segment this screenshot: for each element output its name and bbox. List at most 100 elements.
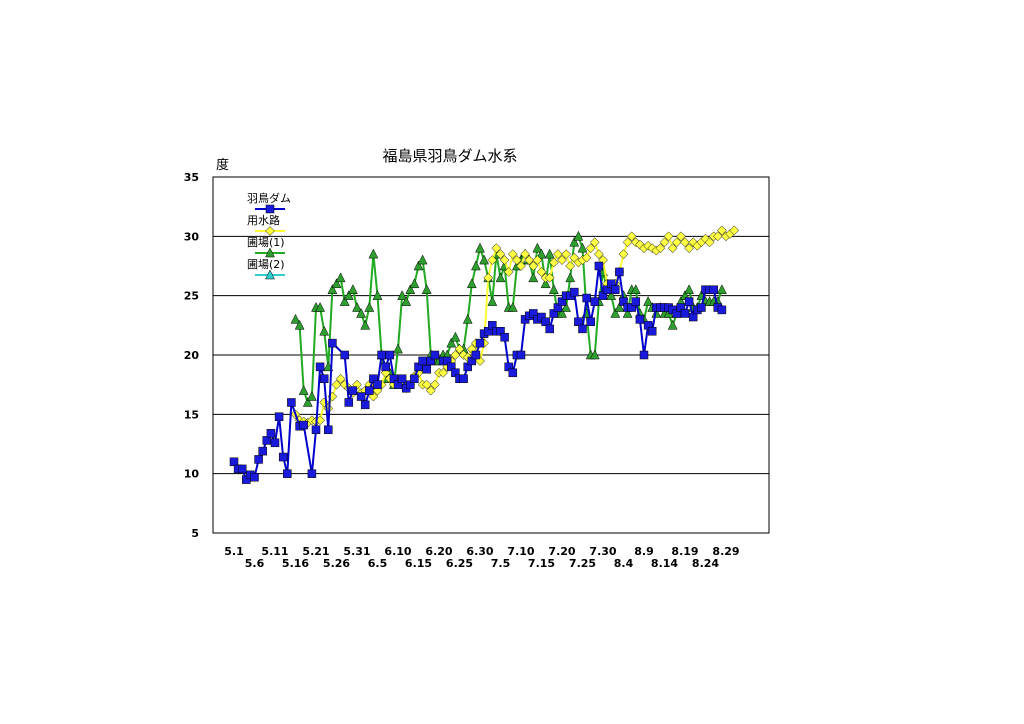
- data-point: [516, 350, 526, 360]
- data-point: [348, 386, 358, 395]
- x-tick-label: 6.15: [405, 557, 432, 570]
- data-point: [425, 385, 436, 396]
- data-point: [717, 305, 727, 315]
- data-point: [643, 296, 654, 306]
- data-point: [319, 325, 330, 336]
- data-point: [586, 317, 595, 327]
- data-point: [331, 278, 342, 289]
- data-point: [262, 436, 272, 445]
- data-point: [590, 297, 600, 306]
- legend-label: 羽鳥ダム: [247, 191, 291, 205]
- data-point: [565, 261, 576, 271]
- legend-marker: [265, 269, 275, 280]
- x-tick-label: 7.5: [491, 557, 511, 570]
- legend-label: 圃場(1): [247, 236, 285, 249]
- y-tick-label: 5: [191, 527, 199, 540]
- data-point: [495, 272, 506, 283]
- data-point: [335, 373, 346, 384]
- data-point: [499, 255, 510, 265]
- y-axis-label: 度: [216, 157, 229, 173]
- data-point: [573, 230, 584, 241]
- x-tick-label: 8.14: [651, 557, 678, 570]
- data-point: [524, 255, 535, 265]
- data-point: [315, 362, 325, 372]
- data-point: [532, 242, 543, 253]
- data-point: [536, 248, 547, 259]
- data-point: [487, 255, 498, 265]
- data-point: [450, 350, 461, 360]
- x-tick-label: 5.26: [323, 557, 350, 570]
- series-layer: [229, 225, 740, 484]
- data-point: [311, 425, 321, 435]
- x-tick-label: 7.25: [569, 557, 596, 570]
- data-point: [570, 287, 579, 297]
- data-point: [450, 331, 461, 342]
- data-point: [540, 278, 551, 289]
- data-point: [589, 349, 600, 360]
- data-point: [331, 379, 342, 390]
- data-point: [417, 254, 428, 265]
- data-point: [704, 237, 715, 248]
- data-point: [548, 284, 559, 294]
- data-point: [385, 350, 395, 360]
- data-point: [512, 255, 522, 265]
- data-point: [237, 464, 247, 474]
- data-point: [671, 237, 682, 248]
- x-tick-label: 8.4: [614, 557, 634, 570]
- data-point: [716, 284, 727, 294]
- y-tick-label: 15: [184, 408, 199, 421]
- data-point: [548, 257, 559, 268]
- data-point: [626, 231, 637, 242]
- y-tick-label: 35: [184, 171, 199, 184]
- data-point: [306, 390, 317, 401]
- data-point: [610, 307, 621, 318]
- data-point: [545, 324, 554, 334]
- data-point: [266, 429, 276, 438]
- data-point: [684, 243, 694, 254]
- data-point: [544, 248, 555, 259]
- data-point: [430, 379, 440, 390]
- legend-label: 圃場(2): [247, 258, 285, 271]
- x-ticks: 5.1 5.11 5.21 5.31 6.10 6.20 6.30 7.10 7.20 7.30 8…: [224, 545, 739, 570]
- series-line: [294, 234, 723, 405]
- data-point: [544, 273, 555, 283]
- data-point: [557, 307, 567, 318]
- data-point: [335, 272, 346, 283]
- data-point: [274, 412, 284, 421]
- data-point: [528, 272, 539, 283]
- data-point: [454, 344, 465, 354]
- data-point: [709, 285, 718, 294]
- data-point: [413, 260, 424, 271]
- data-point: [553, 249, 563, 259]
- series-2: [290, 230, 727, 407]
- plot-area: [212, 176, 770, 534]
- data-point: [659, 237, 670, 248]
- data-point: [631, 297, 641, 306]
- data-point: [421, 284, 432, 294]
- data-point: [483, 273, 494, 283]
- data-point: [409, 278, 420, 289]
- data-point: [622, 307, 633, 318]
- data-point: [491, 243, 502, 254]
- data-point: [290, 313, 301, 324]
- data-point: [680, 237, 690, 248]
- data-point: [430, 350, 440, 360]
- x-tick-label: 8.29: [712, 545, 739, 558]
- x-tick-label: 5.21: [302, 545, 329, 558]
- data-point: [589, 237, 600, 248]
- data-point: [507, 249, 518, 259]
- data-point: [344, 398, 354, 407]
- y-tick-label: 20: [184, 349, 200, 362]
- data-point: [258, 446, 267, 456]
- data-point: [569, 236, 580, 247]
- data-point: [422, 364, 431, 374]
- data-point: [360, 400, 370, 410]
- data-point: [479, 254, 490, 265]
- x-tick-label: 6.20: [425, 545, 452, 558]
- chart-title: 福島県羽鳥ダム水系: [382, 147, 517, 165]
- data-point: [577, 242, 588, 253]
- legend-marker: [265, 226, 275, 236]
- series-0: [229, 261, 727, 484]
- data-point: [557, 255, 567, 265]
